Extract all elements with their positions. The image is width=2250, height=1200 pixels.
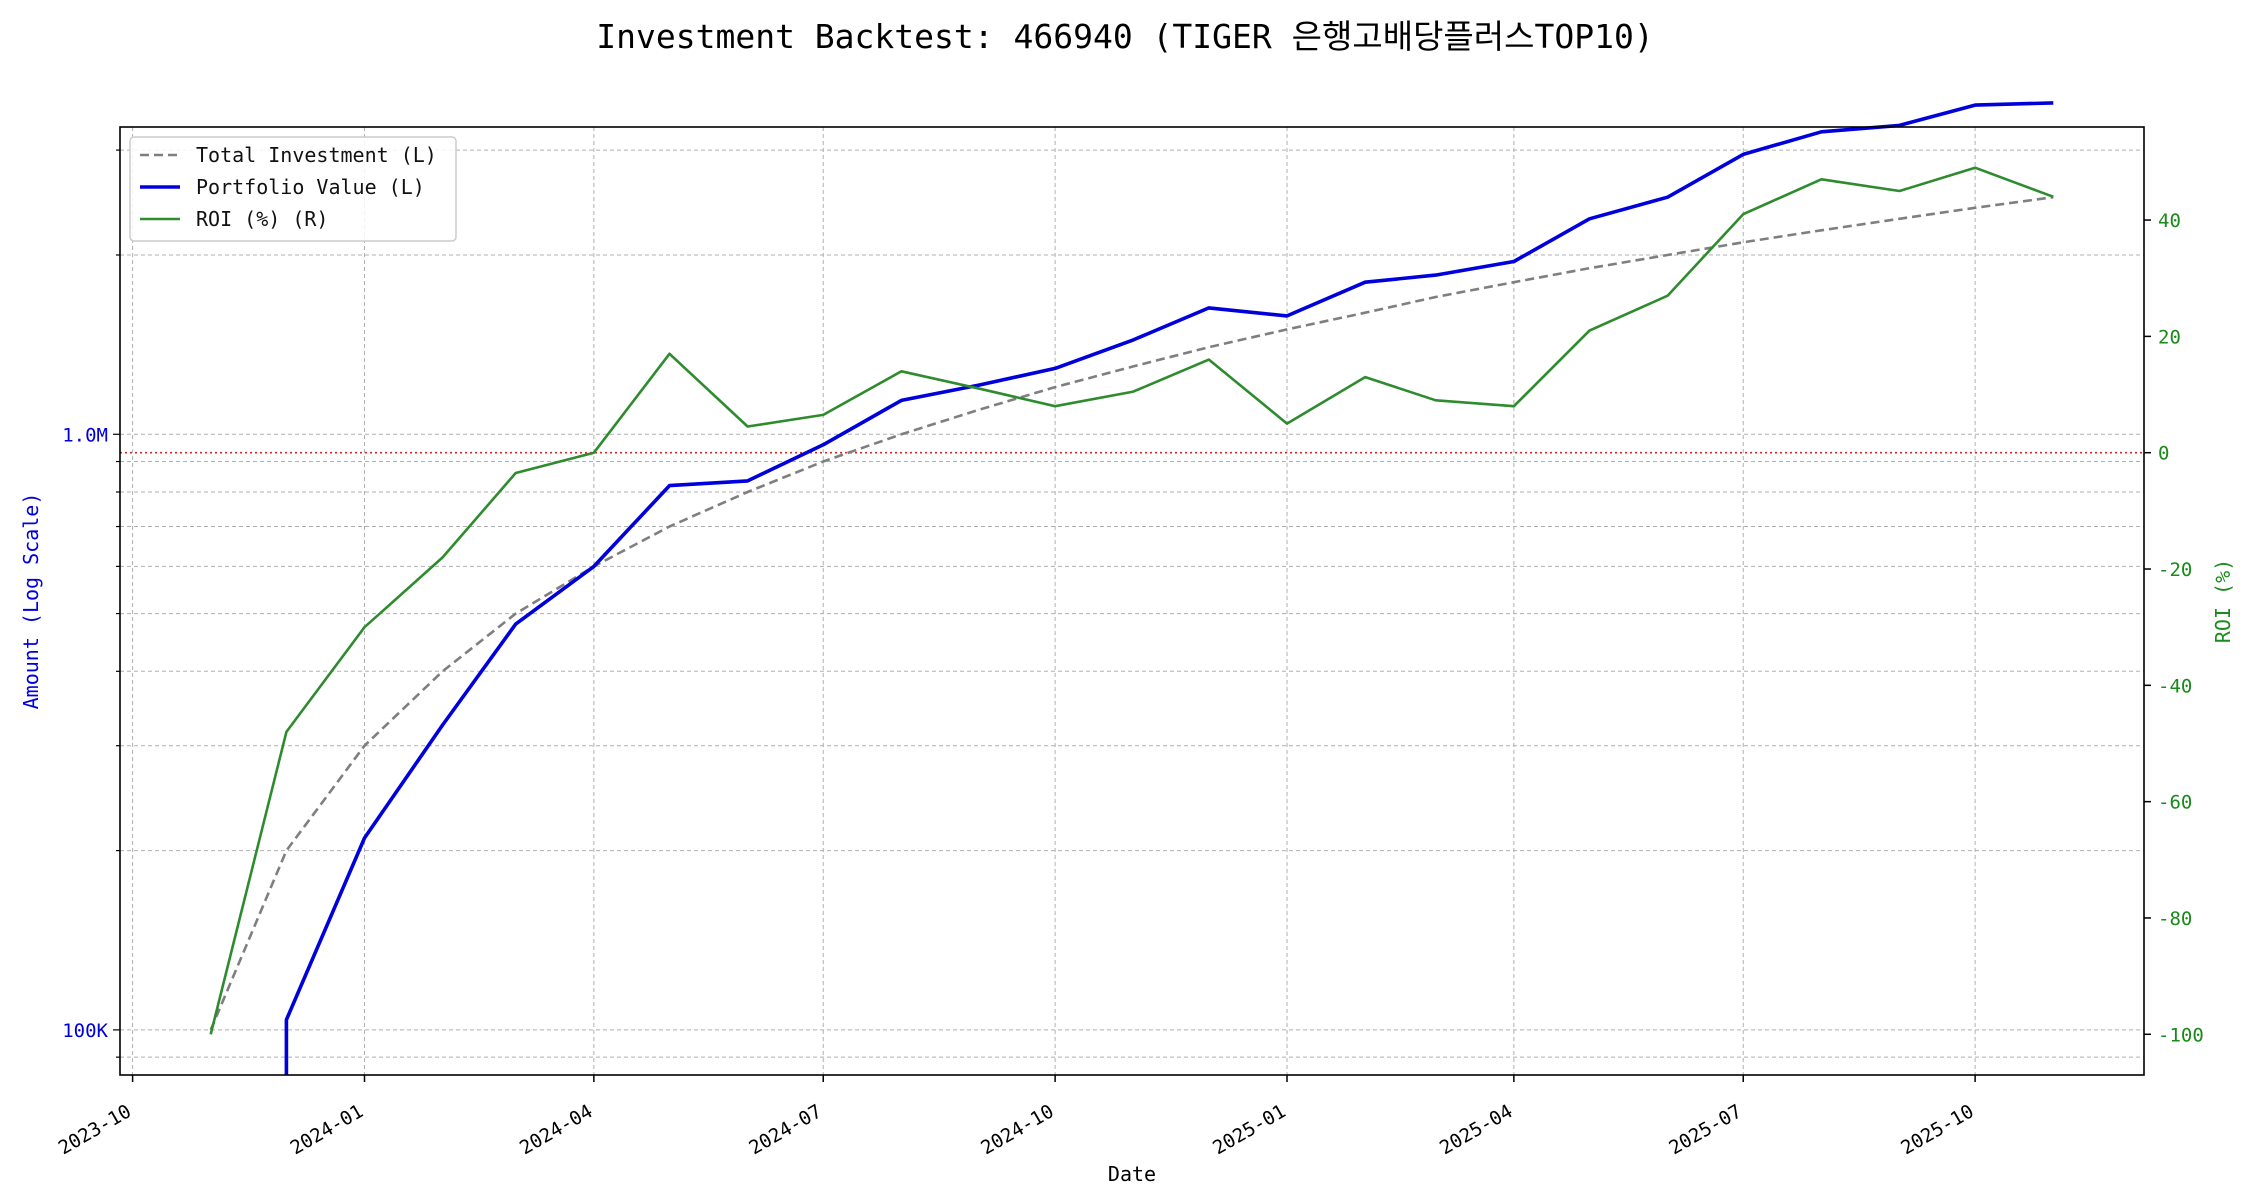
y-right-axis-title: ROI (%) <box>2211 559 2235 643</box>
y-left-tick-label: 1.0M <box>62 424 108 446</box>
portfolio-value-line <box>284 101 2054 1075</box>
legend-item-portfolio-value-label: Portfolio Value (L) <box>196 175 425 199</box>
y-right-tick-label: -100 <box>2158 1024 2204 1046</box>
x-tick-label: 2024-07 <box>745 1100 825 1159</box>
y-right-tick-label: 20 <box>2158 326 2181 348</box>
y-left-axis-title: Amount (Log Scale) <box>19 493 43 710</box>
x-tick-label: 2024-10 <box>977 1100 1057 1159</box>
grid-layer <box>120 127 2144 1075</box>
y-left-tick-label: 100K <box>62 1020 108 1042</box>
roi-line <box>209 166 2054 1035</box>
y-right-tick-label: 40 <box>2158 210 2181 232</box>
legend-items: Total Investment (L) Portfolio Value (L) R… <box>140 143 437 231</box>
chart-title: Investment Backtest: 466940 (TIGER 은행고배당… <box>596 17 1653 56</box>
x-tick-label: 2024-01 <box>287 1100 367 1159</box>
y-right-tick-label: -60 <box>2158 792 2192 814</box>
x-tick-label: 2025-01 <box>1209 1100 1289 1159</box>
x-tick-label: 2024-04 <box>516 1100 596 1159</box>
x-tick-label: 2025-04 <box>1436 1100 1516 1159</box>
legend: Total Investment (L) Portfolio Value (L) R… <box>129 136 457 242</box>
series-layer <box>209 101 2054 1075</box>
x-tick-label: 2025-10 <box>1897 1100 1977 1159</box>
y-right-tick-label: -40 <box>2158 675 2192 697</box>
axis-layer: 2023-10 2024-01 2024-04 2024-07 2024-10 2025-… <box>55 149 2204 1159</box>
y-right-tick-label: 0 <box>2158 443 2169 465</box>
legend-box <box>129 136 457 242</box>
legend-item-total-investment-label: Total Investment (L) <box>196 143 437 167</box>
x-tick-label: 2023-10 <box>55 1100 135 1159</box>
y-right-tick-label: -20 <box>2158 559 2192 581</box>
plot-frame <box>119 126 2145 1076</box>
x-axis-title: Date <box>1108 1162 1156 1186</box>
y-right-tick-label: -80 <box>2158 908 2192 930</box>
legend-item-roi-label: ROI (%) (R) <box>196 207 328 231</box>
x-tick-label: 2025-07 <box>1665 1100 1745 1159</box>
total-investment-line <box>209 195 2054 1031</box>
